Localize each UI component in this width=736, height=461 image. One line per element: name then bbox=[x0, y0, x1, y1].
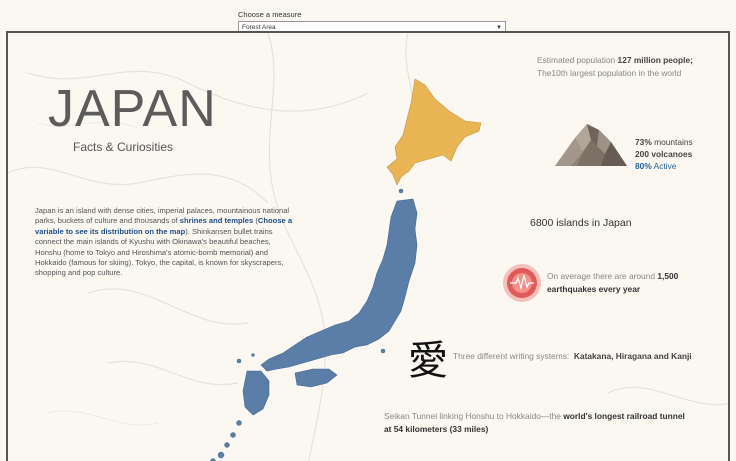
earthquake-text-2: earthquakes every year bbox=[547, 284, 640, 294]
map-region-honshu[interactable] bbox=[261, 199, 417, 371]
writing-systems: Katakana, Hiragana and Kanji bbox=[574, 351, 692, 361]
tunnel-text-1: Seikan Tunnel linking Honshu to Hokkaido… bbox=[384, 411, 563, 421]
earthquake-value: 1,500 bbox=[657, 271, 678, 281]
tunnel-highlight: world's longest railroad tunnel bbox=[563, 411, 685, 421]
volcanoes-value: 200 bbox=[635, 149, 649, 159]
tunnel-fact: Seikan Tunnel linking Honshu to Hokkaido… bbox=[384, 410, 685, 436]
earthquake-text-1: On average there are around bbox=[547, 271, 657, 281]
mountain-stats: 73% mountains 200 volcanoes 80% Active bbox=[635, 136, 693, 172]
mountains-value: 73% bbox=[635, 137, 652, 147]
writing-text: Three different writing systems: bbox=[453, 351, 569, 361]
dashboard-frame: JAPAN Facts & Curiosities Japan is an is… bbox=[6, 31, 730, 461]
islands-fact: 6800 islands in Japan bbox=[530, 217, 632, 229]
map-region-okinawa[interactable] bbox=[211, 421, 242, 461]
active-label: Active bbox=[654, 161, 677, 171]
population-text-2: The10th largest population in the world bbox=[537, 68, 681, 78]
writing-systems-fact: Three different writing systems: Katakan… bbox=[453, 351, 692, 361]
earthquake-fact: On average there are around 1,500 earthq… bbox=[547, 270, 678, 296]
measure-selected-value: Forest Area bbox=[242, 24, 276, 31]
tunnel-text-2: at 54 kilometers (33 miles) bbox=[384, 424, 488, 434]
earthquake-icon bbox=[502, 263, 542, 303]
japan-map bbox=[203, 75, 503, 461]
active-value: 80% bbox=[635, 161, 652, 171]
kanji-love-glyph: 愛 bbox=[408, 328, 448, 386]
map-region-shikoku[interactable] bbox=[295, 369, 337, 387]
page-subtitle: Facts & Curiosities bbox=[73, 140, 173, 154]
population-text-1: Estimated population bbox=[537, 55, 618, 65]
map-region-kyushu[interactable] bbox=[243, 371, 269, 415]
measure-label: Choose a measure bbox=[238, 10, 506, 19]
map-region-hokkaido[interactable] bbox=[387, 79, 481, 185]
measure-control: Choose a measure Forest Area ▼ bbox=[238, 10, 506, 33]
population-value: 127 million people; bbox=[618, 55, 693, 65]
population-fact: Estimated population 127 million people;… bbox=[537, 54, 693, 80]
volcanoes-label: volcanoes bbox=[651, 149, 692, 159]
mountain-icon bbox=[553, 118, 629, 170]
mountains-label: mountains bbox=[654, 137, 693, 147]
page-title: JAPAN bbox=[48, 79, 217, 139]
